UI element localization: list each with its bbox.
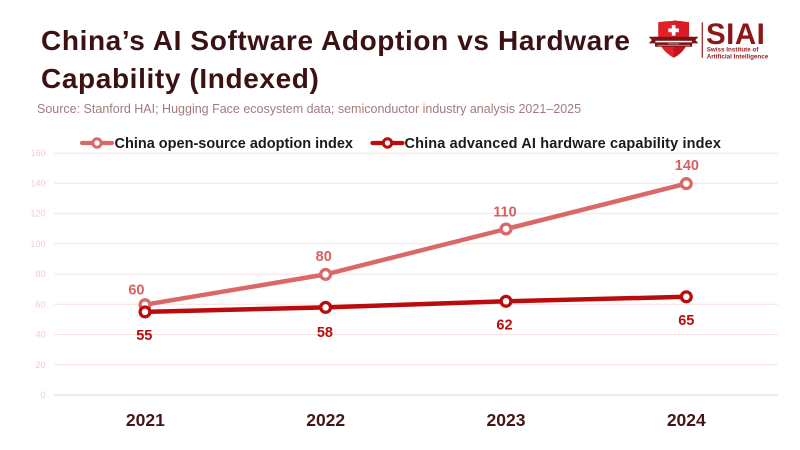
svg-text:60: 60 — [128, 283, 144, 299]
svg-text:SIAI: SIAI — [706, 18, 765, 51]
svg-text:Swiss Institute of: Swiss Institute of — [707, 47, 760, 54]
svg-text:0: 0 — [40, 390, 45, 400]
svg-text:65: 65 — [678, 313, 694, 329]
svg-text:China advanced AI hardware cap: China advanced AI hardware capability in… — [405, 136, 722, 152]
svg-text:62: 62 — [496, 317, 512, 333]
svg-text:58: 58 — [317, 325, 333, 341]
svg-text:40: 40 — [35, 330, 45, 340]
svg-text:110: 110 — [493, 204, 516, 220]
svg-text:80: 80 — [35, 269, 45, 279]
svg-text:2023: 2023 — [487, 410, 526, 430]
svg-text:55: 55 — [136, 328, 152, 344]
svg-text:80: 80 — [316, 249, 332, 265]
svg-text:20: 20 — [35, 360, 45, 370]
svg-text:2022: 2022 — [306, 410, 345, 430]
svg-text:Artificial Intelligence: Artificial Intelligence — [707, 53, 769, 60]
svg-text:140: 140 — [30, 178, 45, 188]
svg-text:60: 60 — [35, 299, 45, 309]
svg-text:140: 140 — [675, 158, 699, 174]
svg-text:2024: 2024 — [667, 410, 706, 430]
svg-text:2021: 2021 — [126, 410, 165, 430]
svg-text:100: 100 — [30, 239, 45, 249]
svg-text:160: 160 — [30, 148, 45, 158]
svg-text:China open-source adoption ind: China open-source adoption index — [115, 136, 353, 152]
svg-text:120: 120 — [30, 209, 45, 219]
